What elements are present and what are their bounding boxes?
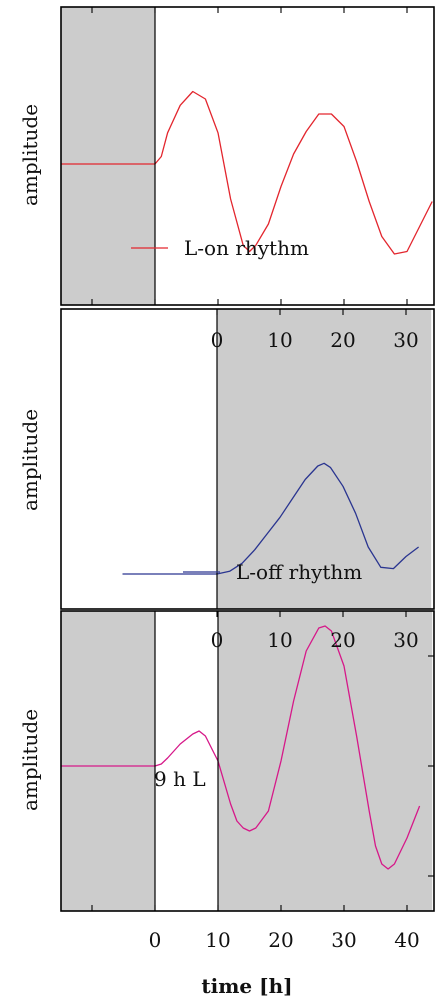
ticklabel-middle-axis-10: 10 xyxy=(267,328,292,352)
axes-frames xyxy=(60,6,435,912)
series-line-2-0 xyxy=(60,625,421,870)
ticklabel-bottom-top-30: 30 xyxy=(393,628,418,652)
ticklabel-bottom-axis-30: 30 xyxy=(331,928,356,952)
ticklabel-bottom-axis-20: 20 xyxy=(268,928,293,952)
ticklabel-bottom-axis-0: 0 xyxy=(149,928,162,952)
ticklabel-bottom-top-0: 0 xyxy=(211,628,224,652)
legend-bottom: 9 h L xyxy=(154,767,206,791)
legend-top-label: L-on rhythm xyxy=(184,236,309,260)
panel-frame-1 xyxy=(60,308,435,610)
dark-period-0-0 xyxy=(61,7,155,305)
ticklabel-middle-axis-0: 0 xyxy=(211,328,224,352)
ticklabel-bottom-axis-10: 10 xyxy=(205,928,230,952)
series-line-1-0 xyxy=(122,462,419,575)
series-line-0-0 xyxy=(60,90,433,255)
panel-frame-0 xyxy=(60,6,435,306)
ylabel-bottom: amplitude xyxy=(18,709,42,811)
legend-middle: L-off rhythm xyxy=(183,560,362,584)
xlabel: time [h] xyxy=(201,974,292,998)
ticklabel-middle-axis-20: 20 xyxy=(330,328,355,352)
ylabel-middle: amplitude xyxy=(18,409,42,511)
ylabel-top: amplitude xyxy=(18,104,42,206)
ticklabel-middle-axis-30: 30 xyxy=(393,328,418,352)
ticklabel-bottom-top-10: 10 xyxy=(267,628,292,652)
dark-period-1-0 xyxy=(217,309,432,609)
panel-frame-2 xyxy=(60,610,435,912)
legend-bottom-label: 9 h L xyxy=(154,767,206,791)
ticklabel-bottom-top-20: 20 xyxy=(330,628,355,652)
legend-top: L-on rhythm xyxy=(131,236,309,260)
tick-labels: 0102030400102030010203040 xyxy=(149,328,420,952)
dark-period-2-0 xyxy=(61,611,155,911)
dark-periods xyxy=(61,7,433,911)
dark-period-2-1 xyxy=(218,611,433,911)
legend-middle-label: L-off rhythm xyxy=(236,560,362,584)
ticklabel-bottom-axis-40: 40 xyxy=(394,928,419,952)
series-lines xyxy=(60,90,433,870)
